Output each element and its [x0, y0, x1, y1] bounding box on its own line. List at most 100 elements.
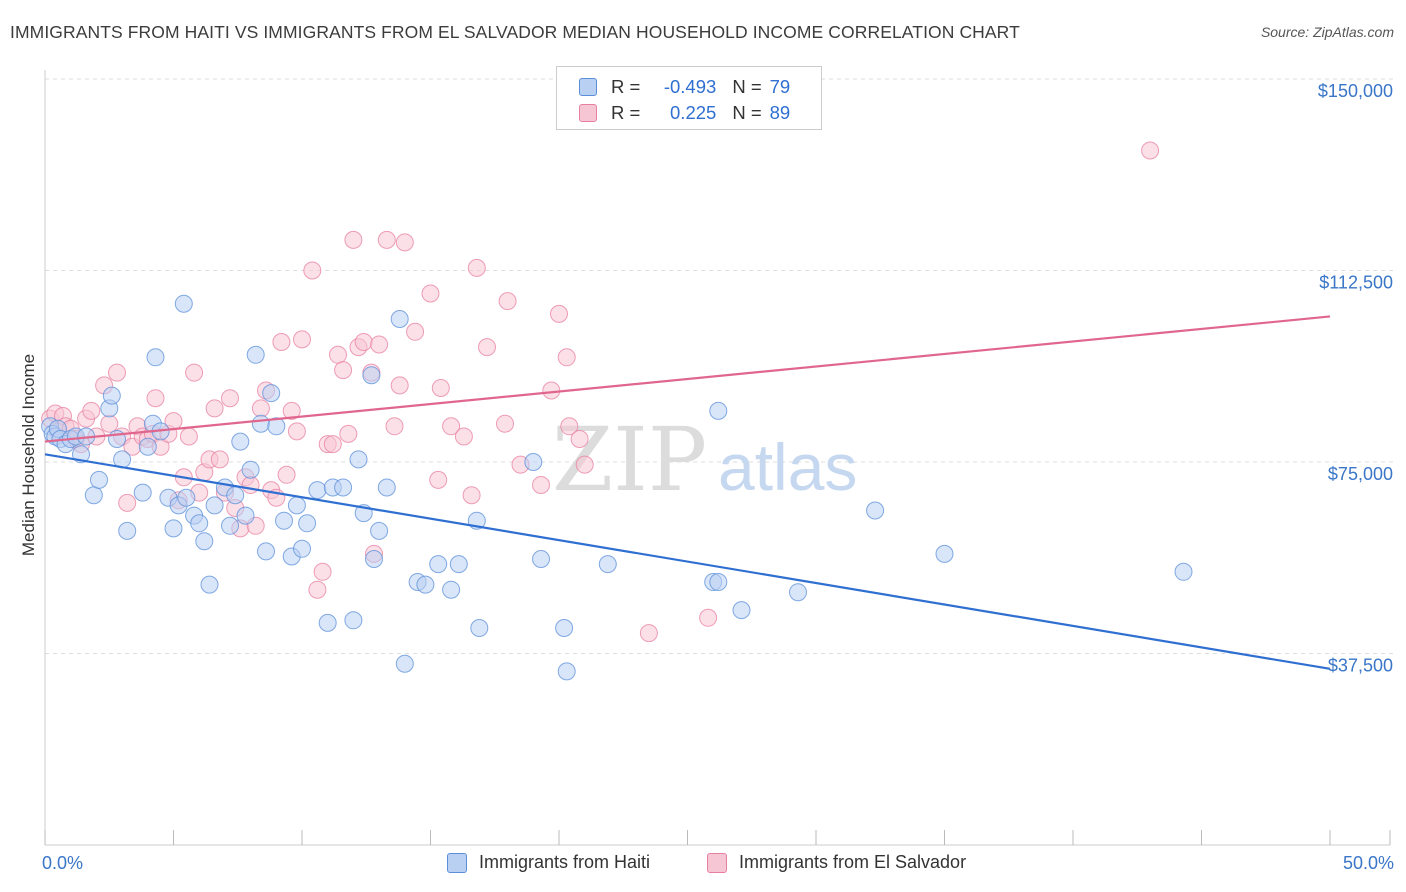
point-el-salvador	[293, 330, 311, 349]
point-el-salvador	[329, 345, 347, 364]
point-el-salvador	[344, 230, 363, 249]
legend-r-value-el-salvador: 0.225	[670, 102, 717, 123]
point-haiti	[557, 662, 576, 681]
point-haiti	[470, 619, 489, 637]
point-haiti	[275, 511, 293, 530]
point-haiti	[866, 501, 885, 520]
point-el-salvador	[570, 430, 589, 448]
point-haiti	[257, 542, 275, 561]
point-el-salvador	[550, 304, 568, 323]
point-el-salvador	[377, 230, 396, 249]
point-haiti	[293, 539, 311, 558]
point-haiti	[226, 486, 245, 505]
point-haiti	[146, 348, 165, 367]
point-haiti	[221, 516, 239, 535]
legend-n-label: N =	[732, 102, 762, 123]
point-haiti	[935, 544, 954, 563]
point-el-salvador	[82, 401, 101, 420]
point-el-salvador	[421, 284, 440, 303]
point-haiti	[429, 555, 448, 574]
point-haiti	[200, 575, 219, 594]
point-haiti	[362, 366, 381, 385]
point-haiti	[287, 496, 306, 515]
y-axis-label: Median Household Income	[19, 354, 38, 556]
legend-r-value-haiti: -0.493	[663, 76, 717, 97]
correlation-legend: R = -0.493 N = 79 R = 0.225 N = 89	[556, 66, 822, 130]
point-el-salvador	[108, 363, 126, 382]
series-legend-el-salvador[interactable]: Immigrants from El Salvador	[707, 852, 966, 873]
series-swatch-haiti	[447, 852, 467, 873]
point-haiti	[377, 478, 396, 497]
point-haiti	[298, 514, 317, 533]
point-el-salvador	[467, 258, 486, 277]
point-el-salvador	[282, 401, 301, 420]
legend-r-label: R =	[611, 102, 641, 123]
point-haiti	[555, 619, 574, 637]
point-haiti	[174, 294, 193, 313]
point-el-salvador	[323, 435, 342, 454]
point-haiti	[598, 555, 617, 574]
point-el-salvador	[185, 363, 204, 382]
point-el-salvador	[277, 465, 296, 484]
point-haiti	[308, 481, 327, 500]
trend-lines	[44, 315, 1331, 670]
trend-line-el-salvador	[44, 315, 1331, 443]
point-haiti	[732, 601, 751, 620]
point-haiti	[449, 555, 468, 574]
legend-n-value-haiti: 79	[769, 76, 791, 97]
point-el-salvador	[272, 333, 291, 351]
point-el-salvador	[454, 427, 473, 446]
point-haiti	[177, 488, 196, 507]
point-haiti	[390, 310, 409, 328]
axes	[44, 70, 1391, 846]
point-el-salvador	[313, 562, 332, 581]
point-el-salvador	[287, 422, 306, 441]
point-haiti	[370, 521, 389, 540]
point-haiti	[251, 414, 270, 433]
source-label: Source: ZipAtlas.com	[1260, 24, 1394, 40]
point-el-salvador	[146, 389, 165, 408]
series-swatch-el-salvador	[707, 852, 727, 873]
point-haiti	[195, 532, 214, 551]
point-haiti	[789, 583, 807, 602]
point-haiti	[344, 611, 363, 630]
watermark-atlas: atlas	[718, 430, 857, 504]
point-haiti	[416, 575, 435, 594]
point-haiti	[267, 417, 286, 436]
y-tick-label: $150,000	[1318, 81, 1393, 101]
point-haiti	[442, 580, 461, 599]
point-el-salvador	[251, 399, 270, 418]
y-tick-label: $37,500	[1328, 656, 1393, 676]
point-el-salvador	[478, 338, 496, 357]
point-haiti	[334, 478, 353, 497]
point-el-salvador	[462, 486, 481, 505]
point-el-salvador	[179, 427, 198, 446]
point-haiti	[205, 496, 224, 515]
point-el-salvador	[100, 414, 119, 433]
legend-row-el-salvador: R = 0.225 N = 89	[579, 101, 790, 125]
point-el-salvador	[639, 624, 658, 643]
series-legend-haiti[interactable]: Immigrants from Haiti	[447, 852, 650, 873]
y-tick-label: $75,000	[1328, 464, 1393, 484]
data-points	[41, 141, 1193, 681]
point-haiti	[709, 401, 728, 420]
point-el-salvador	[442, 417, 461, 436]
legend-r-label: R =	[611, 76, 641, 97]
point-el-salvador	[429, 470, 448, 489]
axis-labels: Median Household Income $37,500 $75,000 $1…	[19, 81, 1394, 873]
point-haiti	[246, 345, 265, 364]
point-el-salvador	[334, 361, 353, 380]
point-haiti	[102, 386, 121, 405]
point-el-salvador	[496, 414, 514, 433]
x-tick-label: 50.0%	[1343, 853, 1394, 873]
point-haiti	[118, 521, 137, 540]
trend-line-haiti	[44, 453, 1331, 670]
legend-swatch-haiti	[579, 78, 597, 96]
point-el-salvador	[542, 381, 561, 400]
x-tick-label: 0.0%	[42, 853, 83, 873]
point-el-salvador	[241, 476, 260, 494]
point-haiti	[349, 450, 368, 469]
point-el-salvador	[560, 417, 579, 436]
point-haiti	[236, 506, 255, 525]
